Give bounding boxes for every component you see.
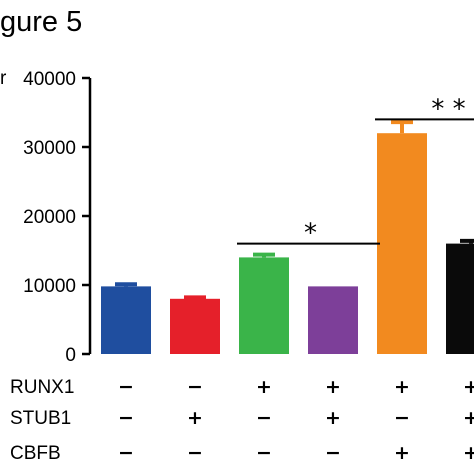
bar-6 [446, 243, 474, 354]
condition-mark: − [256, 407, 272, 429]
figure-title: gure 5 [0, 6, 82, 38]
bar-1 [101, 286, 151, 354]
condition-mark: − [118, 376, 134, 398]
condition-mark: + [394, 442, 410, 464]
condition-mark: − [256, 442, 272, 464]
y-tick-label: 20000 [23, 207, 76, 228]
condition-mark: − [187, 376, 203, 398]
significance-label: * [304, 219, 317, 249]
bar-5 [377, 133, 427, 354]
y-axis: 0 10000 20000 30000 40000 [23, 69, 92, 366]
y-tick-label: 40000 [23, 69, 76, 90]
condition-table: RUNX1 − − + + + + STUB1 − + − + − + CBFB − − − − + + [10, 376, 474, 464]
condition-label-runx1: RUNX1 [10, 377, 74, 398]
bar-3 [239, 257, 289, 354]
condition-mark: + [463, 442, 474, 464]
significance-annotations: * * * [237, 94, 474, 249]
y-tick-label: 30000 [23, 138, 76, 159]
y-axis-label-fragment: r [0, 68, 7, 89]
condition-mark: − [325, 442, 341, 464]
condition-mark: + [187, 407, 203, 429]
condition-mark: + [325, 407, 341, 429]
condition-mark: − [187, 442, 203, 464]
bar-4 [308, 286, 358, 354]
condition-mark: − [394, 407, 410, 429]
condition-mark: + [256, 376, 272, 398]
condition-label-stub1: STUB1 [10, 408, 71, 429]
condition-mark: − [118, 442, 134, 464]
condition-mark: + [463, 376, 474, 398]
bars [101, 120, 474, 354]
condition-mark: + [394, 376, 410, 398]
significance-label: * * [431, 94, 465, 124]
condition-mark: + [463, 407, 474, 429]
y-tick-label: 0 [65, 345, 76, 366]
condition-mark: + [325, 376, 341, 398]
condition-mark: − [118, 407, 134, 429]
condition-label-cbfb: CBFB [10, 443, 61, 464]
bar-2 [170, 298, 220, 354]
y-tick-label: 10000 [23, 276, 76, 297]
